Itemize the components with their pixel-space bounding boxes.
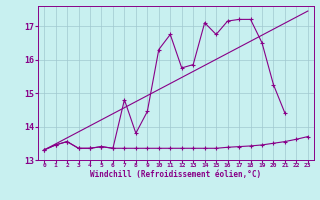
X-axis label: Windchill (Refroidissement éolien,°C): Windchill (Refroidissement éolien,°C)	[91, 170, 261, 179]
